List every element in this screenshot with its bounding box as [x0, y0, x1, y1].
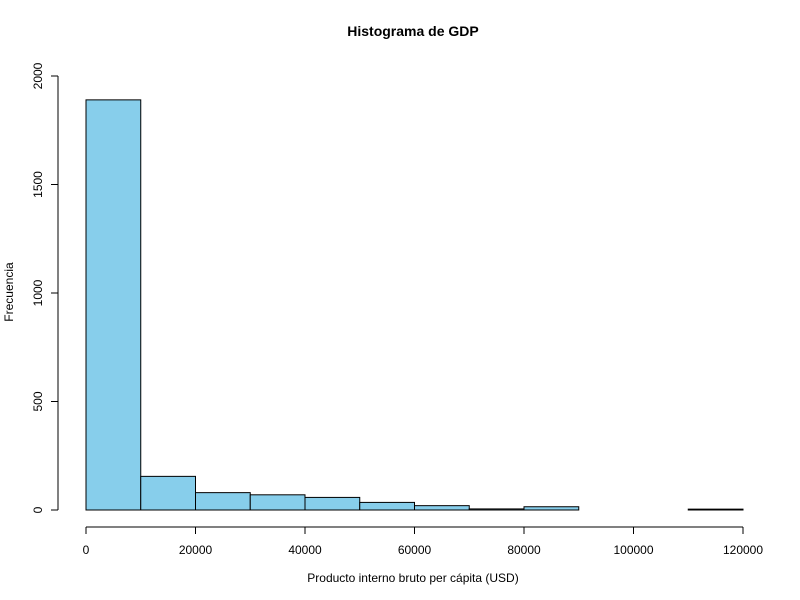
- x-axis: 0 20000 40000 60000 80000 100000 120000: [83, 526, 763, 557]
- histogram-bar-3: [195, 492, 251, 511]
- y-tick-label: 1000: [31, 279, 45, 306]
- x-tick-label: 40000: [288, 543, 322, 557]
- y-tick-label: 500: [31, 391, 45, 411]
- x-tick-label: 60000: [398, 543, 432, 557]
- histogram-bar-7: [414, 505, 470, 511]
- x-tick-label: 80000: [507, 543, 541, 557]
- histogram-bar-8: [468, 508, 525, 511]
- histogram-bar-4: [249, 494, 306, 511]
- histogram-bar-12: [687, 508, 744, 511]
- y-axis-label: Frecuencia: [2, 262, 16, 322]
- bars: [85, 99, 744, 511]
- y-axis: 0 500 1000 1500 2000: [31, 62, 59, 513]
- y-tick-label: 2000: [31, 62, 45, 89]
- chart-title: Histograma de GDP: [347, 23, 478, 39]
- histogram-bar-2: [140, 475, 196, 511]
- histogram-bar-1: [85, 99, 142, 511]
- x-tick-label: 20000: [179, 543, 213, 557]
- y-tick-label: 1500: [31, 171, 45, 198]
- x-tick-label: 0: [83, 543, 90, 557]
- histogram-bar-9: [523, 506, 580, 511]
- y-tick-label: 0: [31, 506, 45, 513]
- histogram-bar-6: [359, 501, 415, 511]
- x-tick-label: 120000: [723, 543, 763, 557]
- x-tick-label: 100000: [613, 543, 653, 557]
- x-axis-label: Producto interno bruto per cápita (USD): [307, 571, 518, 585]
- histogram-bar-5: [304, 496, 361, 511]
